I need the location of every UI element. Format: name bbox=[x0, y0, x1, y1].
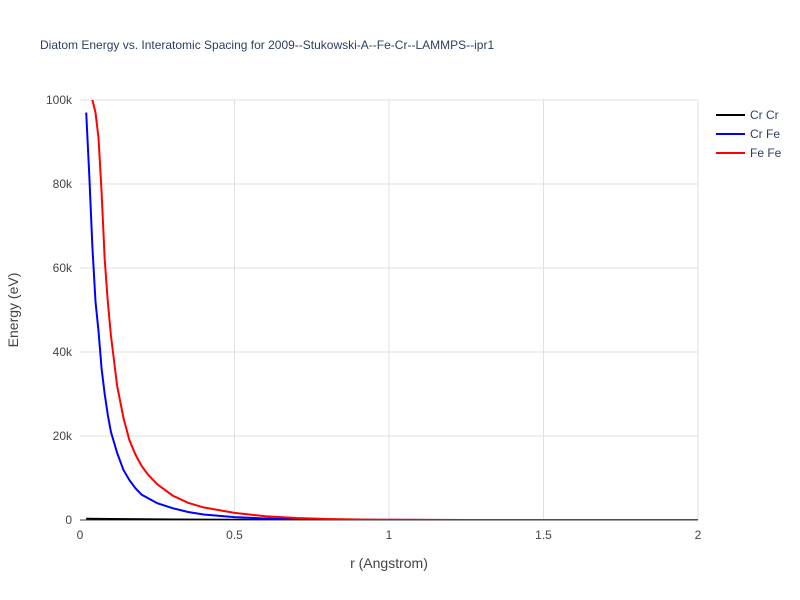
legend-label: Cr Fe bbox=[750, 127, 780, 141]
x-tick-label: 2 bbox=[695, 528, 702, 542]
legend: Cr Cr Cr Fe Fe Fe bbox=[716, 108, 782, 160]
series-line-cr-fe bbox=[85, 112, 698, 520]
plot-area bbox=[85, 100, 698, 520]
y-axis-title: Energy (eV) bbox=[5, 273, 21, 348]
x-tick-label: 0.5 bbox=[226, 528, 243, 542]
chart-title: Diatom Energy vs. Interatomic Spacing fo… bbox=[40, 38, 494, 52]
y-tick-label: 60k bbox=[53, 261, 73, 275]
x-tick-label: 1.5 bbox=[535, 528, 552, 542]
y-tick-label: 0 bbox=[65, 513, 72, 527]
legend-label: Fe Fe bbox=[750, 146, 782, 160]
y-tick-label: 40k bbox=[53, 345, 73, 359]
gridlines bbox=[80, 99, 699, 521]
y-tick-label: 20k bbox=[53, 429, 73, 443]
legend-label: Cr Cr bbox=[750, 108, 779, 122]
series-line-fe-fe bbox=[91, 100, 698, 520]
x-tick-label: 0 bbox=[77, 528, 84, 542]
x-axis-title: r (Angstrom) bbox=[350, 555, 428, 571]
series-line-cr-cr bbox=[86, 517, 698, 520]
x-axis-ticks: 0 0.5 1 1.5 2 bbox=[77, 528, 702, 542]
y-tick-label: 100k bbox=[46, 93, 73, 107]
y-axis-ticks: 0 20k 40k 60k 80k 100k bbox=[46, 93, 73, 527]
y-tick-label: 80k bbox=[53, 177, 73, 191]
x-tick-label: 1 bbox=[386, 528, 393, 542]
